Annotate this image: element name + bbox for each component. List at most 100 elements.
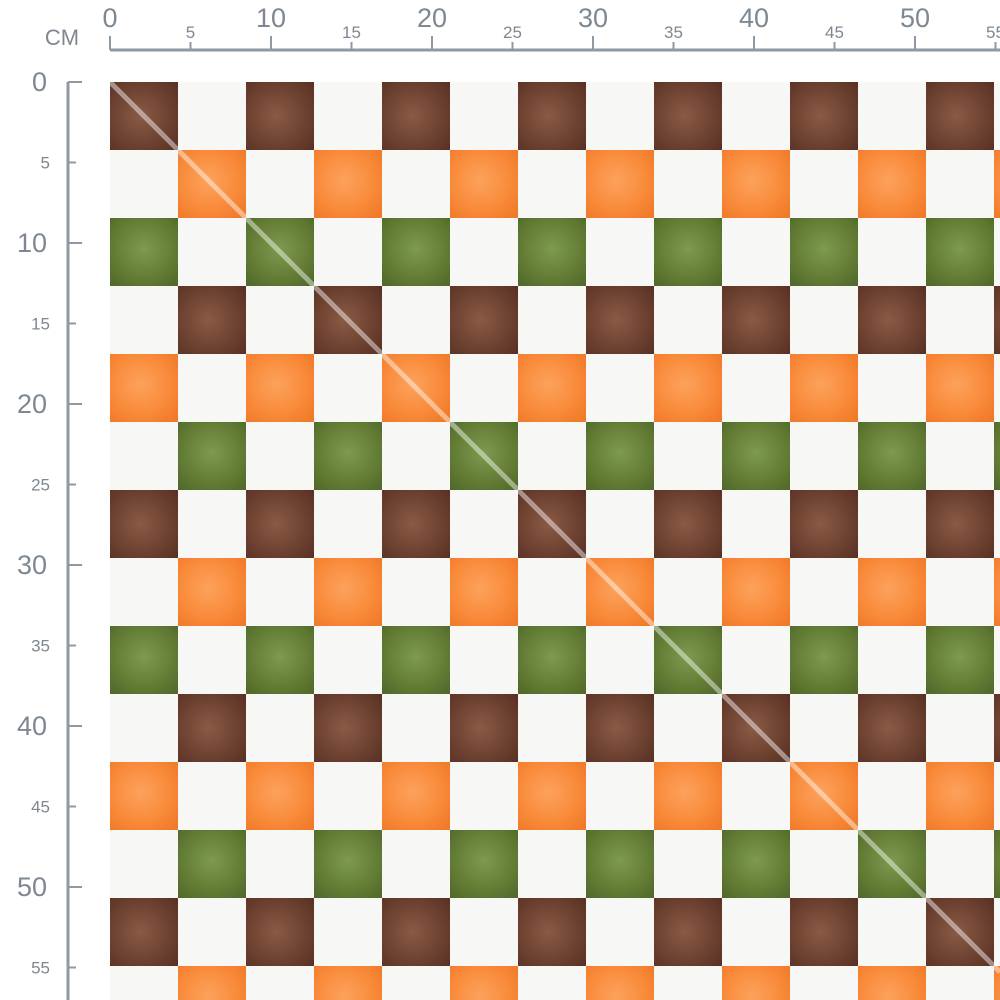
top-tick-label: 10 (256, 3, 286, 33)
top-tick-label: 15 (342, 23, 361, 42)
check-square (450, 558, 518, 626)
check-square (994, 286, 1000, 354)
check-square (926, 898, 994, 966)
check-square (654, 626, 722, 694)
check-square (314, 286, 382, 354)
top-tick-label: 20 (417, 3, 447, 33)
check-square (110, 762, 178, 830)
check-square (994, 558, 1000, 626)
check-square (450, 966, 518, 1000)
check-square (450, 286, 518, 354)
check-square (314, 830, 382, 898)
check-square (314, 966, 382, 1000)
check-square (110, 490, 178, 558)
check-square (110, 82, 178, 150)
check-square (654, 82, 722, 150)
check-square (178, 558, 246, 626)
check-square (586, 150, 654, 218)
check-square (926, 82, 994, 150)
check-square (654, 354, 722, 422)
check-square (722, 694, 790, 762)
check-square (382, 898, 450, 966)
check-square (110, 898, 178, 966)
check-square (110, 354, 178, 422)
check-square (926, 354, 994, 422)
check-square (858, 966, 926, 1000)
check-square (382, 626, 450, 694)
check-square (722, 830, 790, 898)
fold-line (108, 80, 1000, 974)
check-square (382, 82, 450, 150)
check-square (722, 558, 790, 626)
check-square (450, 422, 518, 490)
top-tick-label: 40 (739, 3, 769, 33)
check-square (382, 490, 450, 558)
check-pattern (110, 82, 1000, 1000)
check-square (178, 966, 246, 1000)
unit-label: CM (45, 25, 79, 50)
check-square (246, 490, 314, 558)
check-square (314, 694, 382, 762)
check-square (994, 966, 1000, 1000)
check-square (994, 694, 1000, 762)
check-square (722, 150, 790, 218)
check-square (586, 694, 654, 762)
left-tick-label: 35 (31, 637, 50, 656)
check-square (722, 966, 790, 1000)
check-square (314, 150, 382, 218)
check-square (654, 490, 722, 558)
left-tick-label: 50 (17, 872, 47, 902)
check-square (654, 898, 722, 966)
check-square (790, 626, 858, 694)
check-square (518, 82, 586, 150)
check-square (790, 490, 858, 558)
check-square (994, 422, 1000, 490)
left-tick-label: 40 (17, 711, 47, 741)
check-square (450, 830, 518, 898)
check-square (858, 694, 926, 762)
check-square (790, 762, 858, 830)
check-square (382, 762, 450, 830)
left-tick-label: 45 (31, 798, 50, 817)
check-square (926, 762, 994, 830)
check-square (586, 830, 654, 898)
check-square (858, 422, 926, 490)
left-tick-label: 15 (31, 315, 50, 334)
top-tick-label: 25 (503, 23, 522, 42)
check-square (246, 898, 314, 966)
top-tick-label: 45 (825, 23, 844, 42)
check-square (790, 898, 858, 966)
check-square (926, 218, 994, 286)
check-square (178, 150, 246, 218)
check-square (246, 762, 314, 830)
left-tick-label: 30 (17, 550, 47, 580)
check-square (654, 218, 722, 286)
check-square (178, 830, 246, 898)
check-square (314, 558, 382, 626)
check-square (858, 286, 926, 354)
check-square (450, 150, 518, 218)
check-square (110, 626, 178, 694)
check-square (586, 422, 654, 490)
check-square (314, 422, 382, 490)
rulers: CM 0055101015152020252530303535404045455… (17, 3, 1000, 1000)
check-square (654, 762, 722, 830)
top-tick-label: 50 (900, 3, 930, 33)
check-square (178, 422, 246, 490)
check-square (790, 354, 858, 422)
check-square (178, 694, 246, 762)
check-square (382, 218, 450, 286)
left-tick-label: 10 (17, 228, 47, 258)
top-tick-label: 0 (102, 3, 117, 33)
top-tick-label: 5 (186, 23, 195, 42)
check-square (722, 286, 790, 354)
check-square (994, 830, 1000, 898)
left-tick-label: 20 (17, 389, 47, 419)
check-square (178, 286, 246, 354)
check-square (518, 626, 586, 694)
check-square (586, 966, 654, 1000)
check-square (246, 354, 314, 422)
check-square (518, 898, 586, 966)
check-square (450, 694, 518, 762)
